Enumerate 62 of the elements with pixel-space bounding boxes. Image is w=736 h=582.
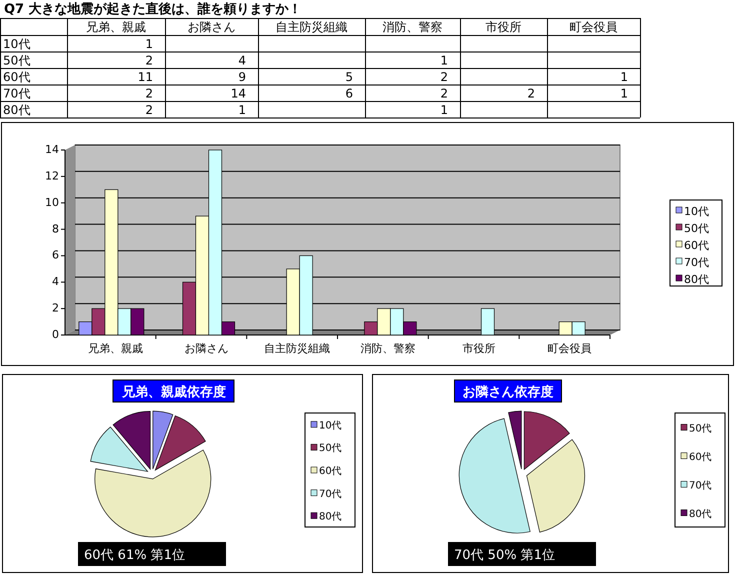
x-tick-label: 市役所 (462, 342, 496, 355)
data-label: 6 (345, 86, 353, 100)
legend-label: 60代 (319, 466, 342, 477)
x-tick-label: 兄弟、親戚 (88, 342, 143, 355)
legend-label: 60代 (689, 452, 712, 463)
x-tick-label: 町会役員 (548, 342, 592, 355)
data-label: 9 (238, 70, 246, 84)
y-tick-label: 10 (45, 196, 59, 209)
legend-label: 50代 (684, 222, 709, 235)
x-tick-label: 兄弟、親戚 (86, 20, 146, 34)
y-tick-label: 14 (45, 143, 59, 156)
data-label: 1 (238, 103, 246, 117)
legend-label: 70代 (684, 256, 709, 269)
x-tick-label: 消防、警察 (382, 20, 442, 34)
chart-title: 兄弟、親戚依存度 (121, 384, 226, 400)
y-tick-label: 50代 (3, 54, 30, 68)
legend-label: 70代 (319, 488, 342, 500)
text: 60代 61% 第1位 (84, 548, 185, 563)
data-label: 14 (230, 86, 246, 100)
x-tick-label: 自主防災組織 (264, 342, 330, 355)
y-tick-label: 0 (52, 328, 59, 341)
legend-label: 80代 (319, 512, 342, 523)
y-tick-label: 8 (52, 222, 59, 236)
x-tick-label: お隣さん (188, 20, 236, 34)
y-tick-label: 80代 (3, 103, 30, 117)
chart-title: お隣さん依存度 (462, 384, 554, 400)
data-label: 4 (238, 54, 246, 68)
y-tick-label: 60代 (3, 70, 30, 84)
chart-title: Q7 大きな地震が起きた直後は、誰を頼りますか！ (4, 1, 302, 17)
x-tick-label: お隣さん (184, 342, 228, 355)
text: 70代 50% 第1位 (454, 548, 555, 563)
y-tick-label: 4 (52, 275, 59, 288)
data-label: 2 (145, 54, 153, 68)
legend-label: 10代 (319, 420, 342, 432)
legend-label: 10代 (684, 205, 709, 218)
legend-label: 50代 (319, 443, 342, 454)
data-label: 1 (145, 37, 153, 51)
x-tick-label: 市役所 (486, 20, 522, 34)
data-label: 1 (440, 103, 448, 117)
data-label: 1 (620, 86, 628, 100)
data-label: 11 (138, 70, 153, 84)
legend-label: 70代 (689, 480, 712, 492)
legend-label: 50代 (689, 423, 712, 434)
y-tick-label: 6 (52, 248, 59, 262)
x-tick-label: 消防、警察 (360, 342, 416, 355)
x-tick-label: 町会役員 (570, 20, 618, 34)
y-tick-label: 70代 (3, 86, 30, 100)
data-label: 2 (145, 86, 153, 100)
legend-label: 80代 (684, 273, 709, 286)
x-tick-label: 自主防災組織 (276, 20, 348, 34)
y-tick-label: 10代 (3, 37, 30, 51)
data-label: 2 (440, 86, 448, 100)
y-tick-label: 2 (52, 302, 59, 315)
y-tick-label: 12 (45, 169, 59, 182)
data-label: 1 (440, 54, 448, 68)
data-label: 2 (527, 86, 535, 100)
legend-label: 60代 (684, 239, 709, 252)
data-label: 2 (440, 70, 448, 84)
data-label: 1 (620, 70, 628, 84)
legend-label: 80代 (689, 508, 712, 520)
data-label: 2 (145, 103, 153, 117)
data-label: 5 (345, 70, 353, 84)
